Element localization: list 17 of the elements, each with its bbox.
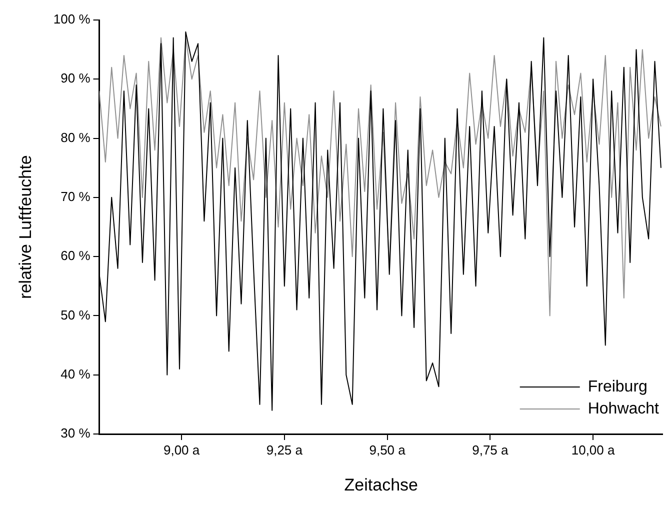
- x-tick-label: 9,25 a: [266, 442, 304, 458]
- y-tick-label: 80 %: [60, 130, 91, 145]
- y-tick-label: 30 %: [60, 426, 91, 441]
- y-tick-label: 60 %: [60, 248, 91, 264]
- legend-label: Hohwacht: [588, 400, 660, 418]
- y-tick-label: 100 %: [53, 12, 91, 27]
- x-tick-label: 9,75 a: [472, 442, 510, 458]
- legend-label: Freiburg: [588, 378, 648, 396]
- x-tick-label: 9,00 a: [163, 442, 200, 458]
- y-tick-label: 40 %: [60, 366, 91, 382]
- x-axis-title: Zeitachse: [344, 475, 418, 494]
- y-tick-label: 50 %: [60, 307, 91, 322]
- x-tick-label: 9,50 a: [369, 442, 406, 458]
- y-tick-label: 70 %: [60, 189, 91, 204]
- x-tick-label: 10,00 a: [571, 442, 616, 458]
- y-axis-title: relative Luftfeuchte: [16, 155, 35, 299]
- y-tick-label: 90 %: [60, 70, 91, 86]
